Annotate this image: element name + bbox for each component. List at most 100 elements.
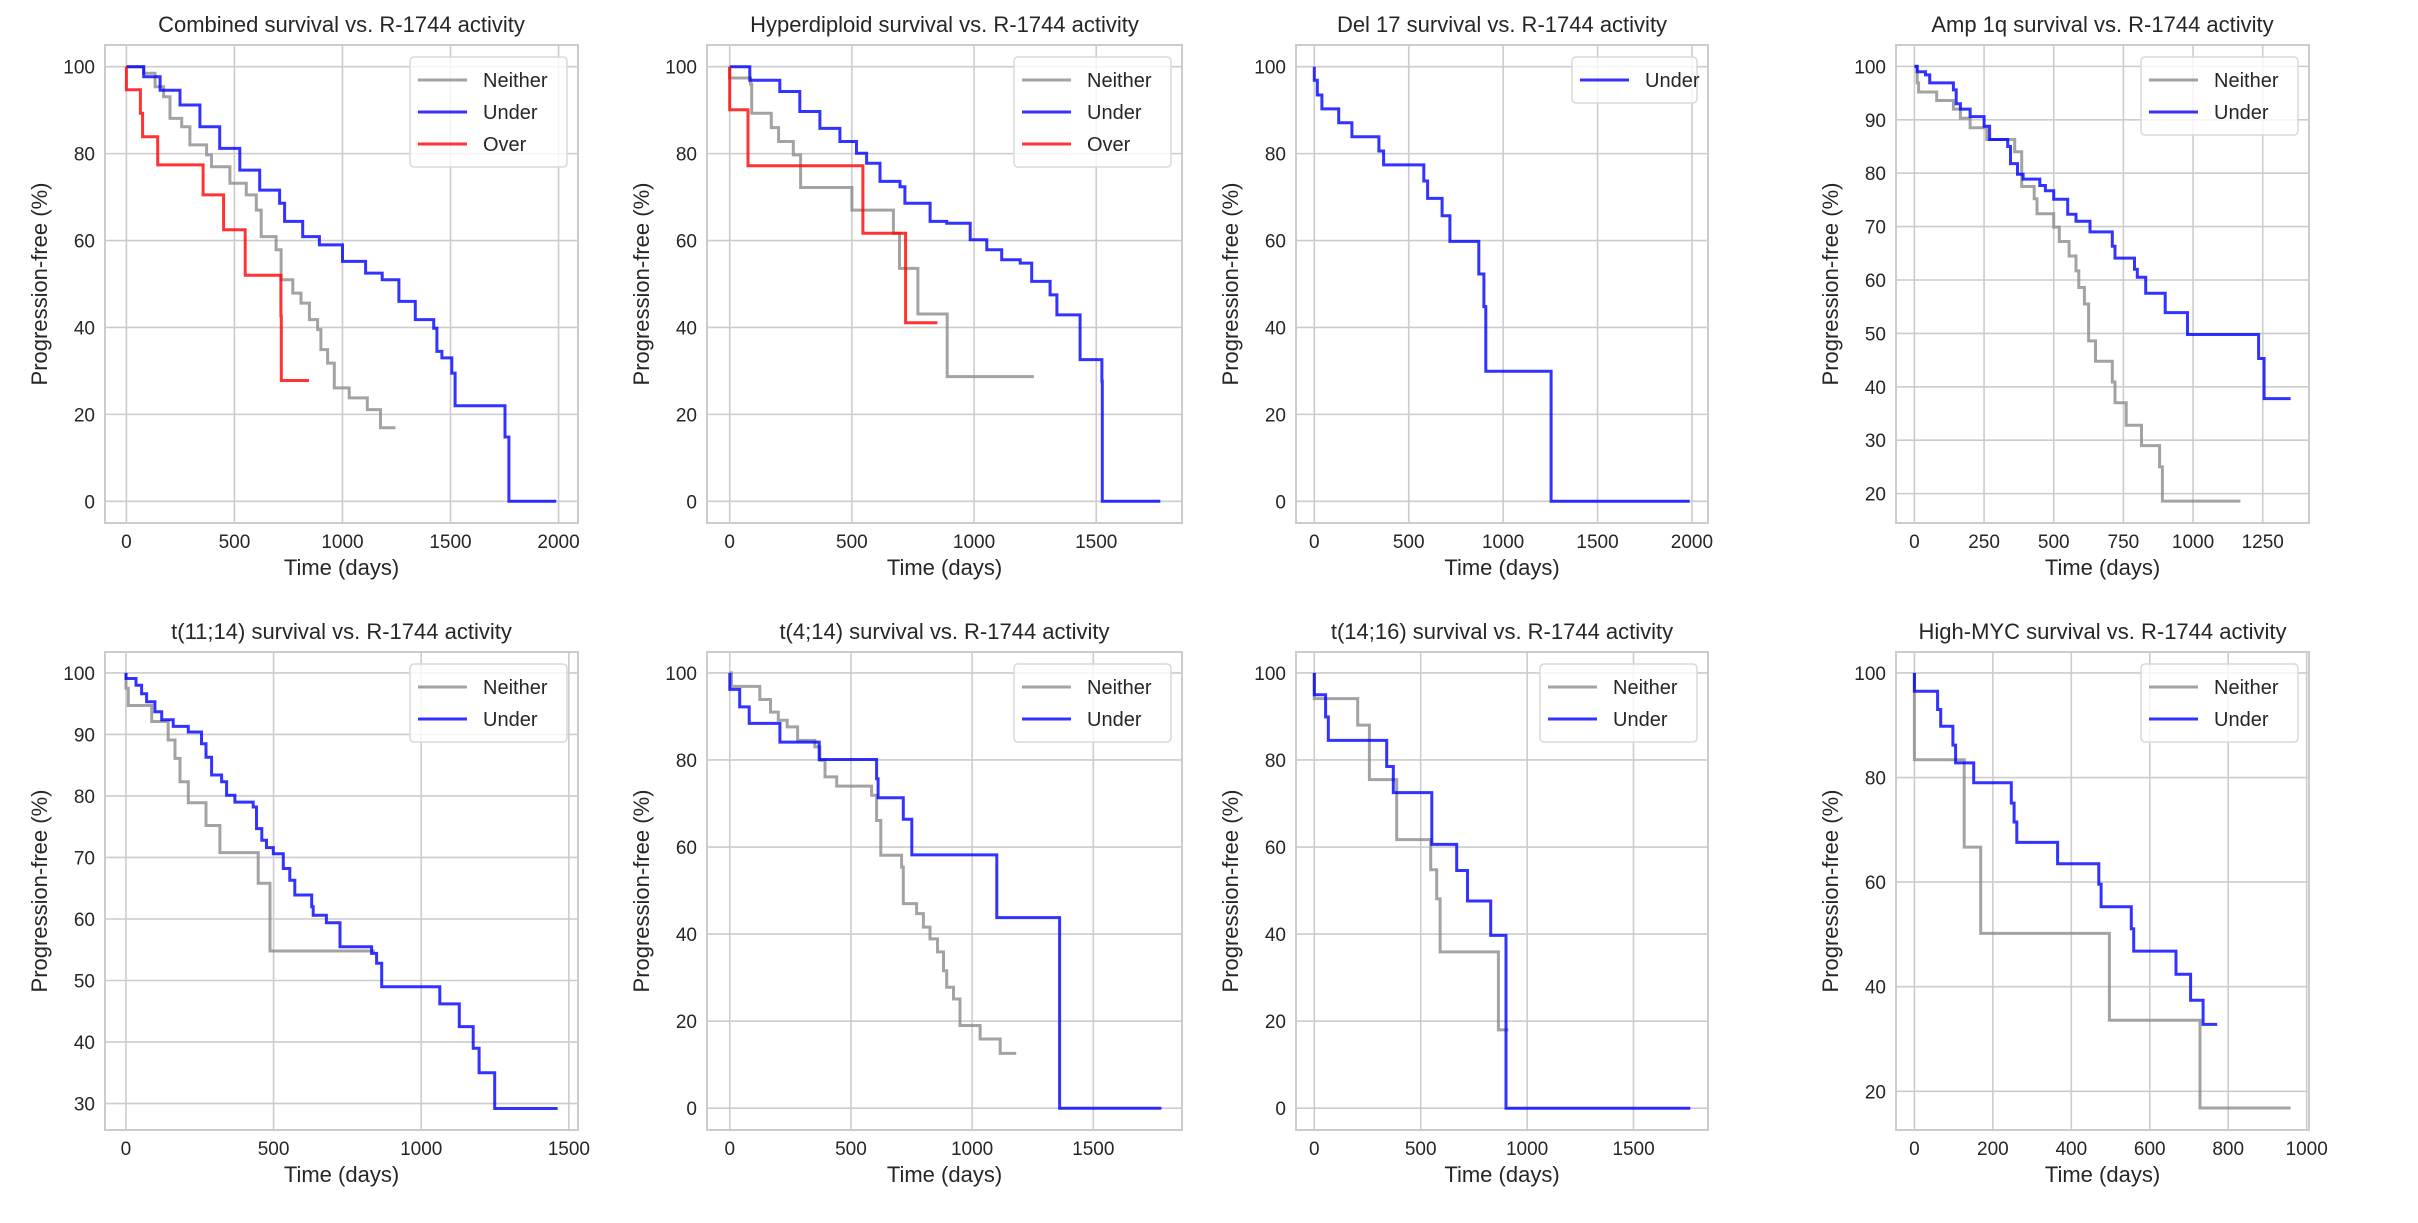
x-tick-label: 1500	[1075, 532, 1117, 553]
plot-frame	[1895, 651, 2310, 1131]
y-tick-label: 80	[1865, 164, 1886, 185]
plot-frame	[104, 651, 579, 1131]
legend-label: Under	[2214, 709, 2269, 731]
x-axis-label: Time (days)	[1444, 555, 1559, 580]
y-tick-label: 20	[1865, 1082, 1886, 1103]
x-tick-label: 1000	[2286, 1139, 2328, 1160]
y-tick-label: 90	[1865, 111, 1886, 132]
y-tick-label: 70	[74, 848, 95, 869]
series-line-over	[728, 66, 938, 325]
legend-label: Neither	[1087, 70, 1152, 92]
y-tick-label: 100	[63, 58, 95, 79]
legend: Neither Under	[2140, 56, 2299, 136]
y-tick-label: 30	[1865, 431, 1886, 452]
chart-panel: 0 500 1000 1500 30 40 50 60 70 80 90 100 t(11;14) su…	[27, 619, 590, 1187]
legend-label: Under	[1087, 709, 1142, 731]
y-tick-label: 0	[1275, 492, 1286, 513]
legend-label: Neither	[1613, 677, 1678, 699]
chart-title: t(11;14) survival vs. R-1744 activity	[171, 619, 512, 644]
x-tick-label: 1500	[429, 532, 471, 553]
x-tick-label: 500	[1405, 1139, 1437, 1160]
legend-box	[1571, 56, 1698, 104]
x-axis-label: Time (days)	[284, 555, 399, 580]
series-line-neither	[728, 66, 1034, 379]
y-tick-label: 100	[665, 664, 697, 685]
x-axis-label: Time (days)	[2045, 1162, 2160, 1187]
x-tick-label: 600	[2134, 1139, 2166, 1160]
legend-label: Under	[483, 709, 538, 731]
x-tick-label: 0	[1309, 532, 1320, 553]
x-tick-label: 1500	[1612, 1139, 1654, 1160]
y-tick-label: 90	[74, 725, 95, 746]
y-axis-label: Progression-free (%)	[629, 183, 654, 386]
x-tick-label: 0	[724, 532, 735, 553]
legend-label: Over	[483, 134, 527, 156]
series-line-under	[1312, 66, 1690, 503]
x-tick-label: 500	[835, 1139, 867, 1160]
legend-label: Under	[1613, 709, 1668, 731]
y-tick-label: 100	[63, 664, 95, 685]
y-tick-label: 40	[676, 318, 697, 339]
y-tick-label: 60	[74, 232, 95, 253]
x-tick-label: 2000	[537, 532, 579, 553]
y-tick-label: 80	[1265, 751, 1286, 772]
x-tick-label: 1500	[548, 1139, 590, 1160]
plot-frame	[706, 651, 1183, 1131]
plot-area	[1296, 45, 1708, 523]
chart-panel: 0 500 1000 1500 0 20 40 60 80 100 t(4;14) survival…	[629, 619, 1183, 1187]
x-tick-label: 1000	[1482, 532, 1524, 553]
x-tick-label: 750	[2108, 532, 2140, 553]
x-tick-label: 250	[1968, 532, 2000, 553]
y-tick-label: 0	[1275, 1099, 1286, 1120]
series-line-under	[126, 65, 557, 503]
y-axis-label: Progression-free (%)	[1818, 183, 1843, 386]
y-axis-label: Progression-free (%)	[1218, 790, 1243, 993]
legend-label: Under	[2214, 102, 2269, 124]
series-line-under	[1912, 672, 2218, 1026]
plot-frame	[1895, 44, 2310, 524]
x-tick-label: 500	[836, 532, 868, 553]
y-axis-label: Progression-free (%)	[1218, 183, 1243, 386]
y-tick-label: 80	[676, 145, 697, 166]
y-tick-label: 70	[1865, 218, 1886, 239]
y-tick-label: 20	[1265, 1012, 1286, 1033]
y-tick-label: 60	[74, 910, 95, 931]
x-tick-label: 1000	[321, 532, 363, 553]
y-tick-label: 50	[1865, 324, 1886, 345]
series-line-under	[124, 672, 558, 1110]
y-tick-label: 20	[676, 1012, 697, 1033]
y-tick-label: 40	[1265, 925, 1286, 946]
legend-label: Under	[1087, 102, 1142, 124]
y-tick-label: 80	[676, 751, 697, 772]
chart-title: Del 17 survival vs. R-1744 activity	[1337, 12, 1667, 37]
plot-frame	[1295, 651, 1709, 1131]
legend-label: Neither	[2214, 677, 2279, 699]
x-axis-label: Time (days)	[887, 1162, 1002, 1187]
y-axis-label: Progression-free (%)	[1818, 790, 1843, 993]
x-tick-label: 0	[1909, 1139, 1920, 1160]
chart-title: t(4;14) survival vs. R-1744 activity	[779, 619, 1109, 644]
y-tick-label: 20	[676, 405, 697, 426]
x-tick-label: 0	[121, 532, 132, 553]
x-tick-label: 500	[219, 532, 251, 553]
x-tick-label: 0	[1309, 1139, 1320, 1160]
legend-box	[1013, 56, 1172, 168]
x-tick-label: 400	[2055, 1139, 2087, 1160]
legend: Neither Under	[1013, 663, 1172, 743]
x-tick-label: 500	[2038, 532, 2070, 553]
y-tick-label: 60	[1865, 271, 1886, 292]
y-tick-label: 100	[1254, 664, 1286, 685]
y-tick-label: 80	[74, 787, 95, 808]
x-tick-label: 500	[1393, 532, 1425, 553]
x-tick-label: 1000	[1506, 1139, 1548, 1160]
y-tick-label: 60	[1265, 838, 1286, 859]
chart-panel: 0 500 1000 1500 0 20 40 60 80 100 t(14;16) surviva…	[1218, 619, 1709, 1187]
x-tick-label: 0	[1909, 532, 1920, 553]
y-tick-label: 40	[676, 925, 697, 946]
y-axis-label: Progression-free (%)	[27, 790, 52, 993]
legend-box	[1013, 663, 1172, 743]
y-tick-label: 60	[676, 232, 697, 253]
x-tick-label: 1000	[951, 1139, 993, 1160]
y-tick-label: 100	[1854, 664, 1886, 685]
chart-panel: 0 200 400 600 800 1000 20 40 60 80 100 High-MYC sur…	[1818, 619, 2328, 1187]
